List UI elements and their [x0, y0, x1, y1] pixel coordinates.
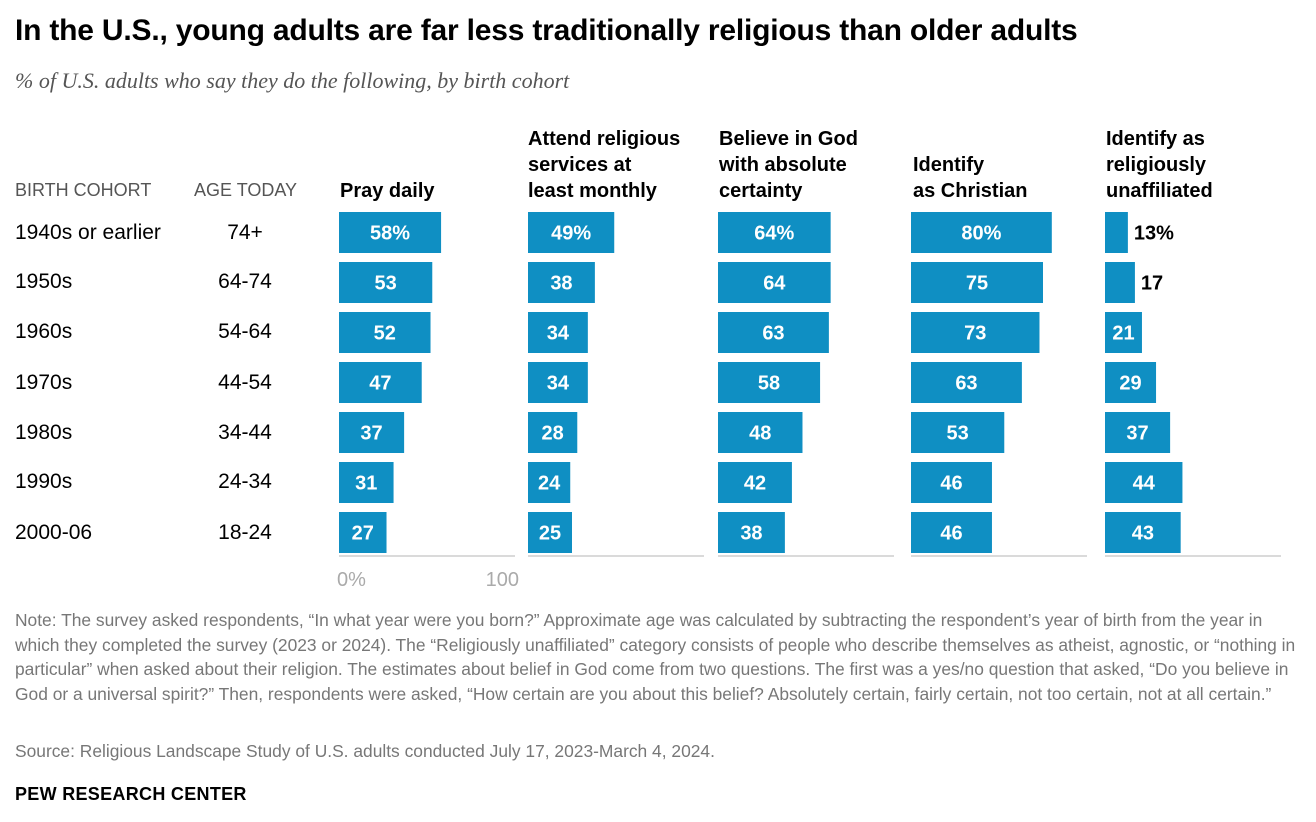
data-label: 29: [1119, 373, 1141, 395]
bar: [339, 262, 433, 303]
axis-tick-label: 0%: [337, 569, 366, 591]
bar: [528, 512, 572, 553]
bar: [1105, 312, 1142, 353]
data-label: 27: [352, 523, 374, 545]
birth-cohort-header: BIRTH COHORT: [15, 180, 152, 200]
cohort-label: 1980s: [15, 421, 73, 444]
data-label: 28: [542, 423, 564, 445]
data-label: 64: [763, 273, 786, 295]
data-label: 73: [964, 323, 986, 345]
bar: [1105, 262, 1135, 303]
age-label: 24-34: [218, 470, 272, 493]
age-label: 18-24: [218, 521, 272, 544]
bar: [718, 362, 821, 403]
bar: [718, 512, 785, 553]
data-label: 21: [1112, 323, 1134, 345]
chart-source: Source: Religious Landscape Study of U.S…: [15, 741, 715, 761]
bar: [911, 212, 1052, 253]
chart-note: Note: The survey asked respondents, “In …: [15, 610, 1296, 704]
bar: [911, 312, 1040, 353]
data-label: 38: [740, 523, 762, 545]
bar: [911, 262, 1043, 303]
bar: [718, 412, 803, 453]
bar: [1105, 362, 1157, 403]
bar: [718, 462, 792, 503]
bar: [1105, 512, 1181, 553]
data-label: 31: [355, 473, 377, 495]
age-today-header: AGE TODAY: [194, 180, 298, 200]
bar: [718, 262, 831, 303]
data-label: 13%: [1134, 223, 1174, 245]
panel-title-attend-services: Attend religious services at least month…: [528, 128, 681, 202]
cohort-label: 1960s: [15, 320, 73, 343]
bar: [528, 412, 578, 453]
data-label: 80%: [961, 223, 1001, 245]
data-label: 34: [547, 323, 570, 345]
data-label: 44: [1133, 473, 1156, 495]
age-label: 64-74: [218, 270, 272, 293]
brand-logo-text: PEW RESEARCH CENTER: [15, 784, 247, 804]
data-label: 49%: [551, 223, 591, 245]
bar: [339, 362, 422, 403]
age-label: 44-54: [218, 371, 272, 394]
bar: [339, 512, 387, 553]
data-label: 63: [762, 323, 784, 345]
chart-subtitle: % of U.S. adults who say they do the fol…: [15, 68, 570, 93]
age-label: 74+: [227, 221, 263, 244]
data-label: 42: [744, 473, 766, 495]
bar: [911, 362, 1022, 403]
data-label: 17: [1141, 273, 1163, 295]
data-label: 34: [547, 373, 570, 395]
panel-title-pray-daily: Pray daily: [340, 180, 435, 202]
bar: [718, 212, 831, 253]
age-label: 34-44: [218, 421, 272, 444]
bar: [339, 312, 431, 353]
bar: [528, 262, 595, 303]
bar: [339, 212, 442, 253]
bar: [339, 462, 394, 503]
cohort-label: 2000-06: [15, 521, 93, 544]
data-label: 37: [1126, 423, 1148, 445]
data-label: 63: [955, 373, 977, 395]
chart-title: In the U.S., young adults are far less t…: [15, 14, 1078, 47]
cohort-label: 1950s: [15, 270, 73, 293]
data-label: 58%: [370, 223, 410, 245]
panel-title-identify-unaffiliated: Identify as religiously unaffiliated: [1106, 128, 1213, 202]
bar: [718, 312, 829, 353]
bar: [528, 462, 571, 503]
data-label: 25: [539, 523, 561, 545]
data-label: 75: [966, 273, 988, 295]
age-label: 54-64: [218, 320, 272, 343]
data-label: 46: [940, 523, 962, 545]
axis-tick-label: 100: [486, 569, 519, 591]
data-label: 38: [550, 273, 572, 295]
data-label: 53: [947, 423, 969, 445]
bar: [1105, 212, 1128, 253]
bar: [911, 462, 992, 503]
cohort-label: 1940s or earlier: [15, 221, 161, 244]
data-label: 64%: [754, 223, 794, 245]
data-label: 24: [538, 473, 561, 495]
data-label: 48: [749, 423, 771, 445]
bar: [1105, 462, 1183, 503]
bar: [911, 512, 992, 553]
bar: [528, 362, 588, 403]
panel-title-believe-in-god: Believe in God with absolute certainty: [719, 128, 858, 202]
bar: [339, 412, 405, 453]
panel-title-identify-christian: Identify as Christian: [913, 154, 1028, 202]
data-label: 52: [374, 323, 396, 345]
bar: [1105, 412, 1171, 453]
data-label: 53: [375, 273, 397, 295]
data-label: 43: [1132, 523, 1154, 545]
data-label: 37: [360, 423, 382, 445]
bar: [528, 212, 615, 253]
bar: [911, 412, 1005, 453]
data-label: 58: [758, 373, 780, 395]
cohort-label: 1970s: [15, 371, 73, 394]
bar-chart: 58% 53 52 47 37 31 27 49% 38 34 34 28 24 25 64% 64 63 58 4…: [337, 212, 1281, 591]
bar: [528, 312, 588, 353]
data-label: 47: [369, 373, 391, 395]
cohort-label: 1990s: [15, 470, 73, 493]
data-label: 46: [940, 473, 962, 495]
